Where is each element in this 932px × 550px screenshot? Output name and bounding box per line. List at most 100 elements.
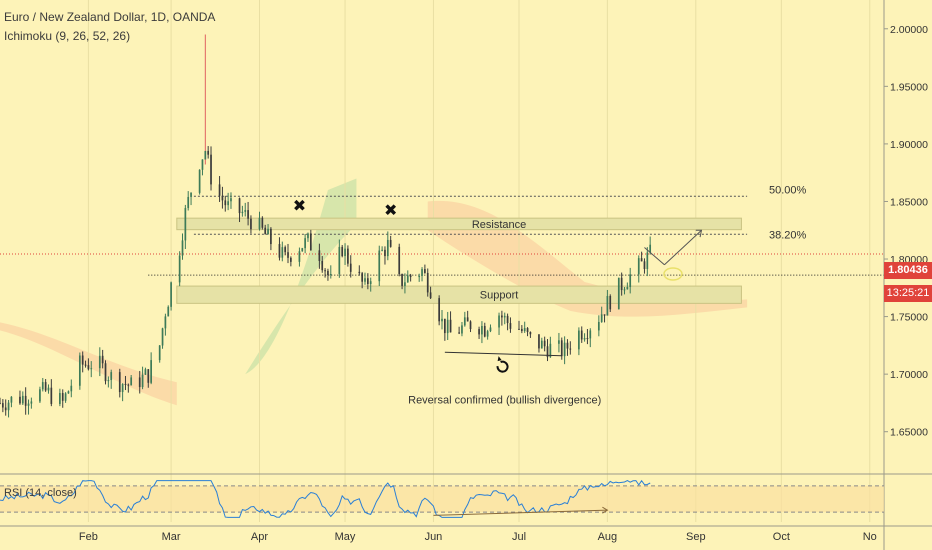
candle-body <box>258 217 261 230</box>
candle-body <box>589 330 592 339</box>
candle-body <box>204 150 207 160</box>
time-tick-label: No <box>863 531 877 543</box>
candle-body <box>378 250 381 282</box>
candle-body <box>19 396 21 404</box>
price-tick-label: 1.70000 <box>890 369 928 381</box>
price-tick-label: 1.65000 <box>890 427 928 439</box>
candle-body <box>70 385 73 392</box>
candle-body <box>381 249 383 251</box>
x-mark-1: ✖ <box>293 198 306 215</box>
candle-body <box>141 374 144 388</box>
candle-body <box>41 382 44 390</box>
candle-body <box>187 196 190 209</box>
candle-body <box>4 407 7 411</box>
candle-body <box>344 248 346 257</box>
candle-body <box>121 384 124 393</box>
resistance-zone <box>176 217 742 231</box>
candle-body <box>321 260 324 271</box>
reversal-label: Reversal confirmed (bullish divergence) <box>408 394 601 406</box>
candle-body <box>59 393 61 404</box>
candle-body <box>201 159 204 170</box>
candle-body <box>30 401 33 404</box>
candle-body <box>324 270 326 272</box>
candle-body <box>466 317 469 322</box>
time-tick-label: Aug <box>598 531 618 543</box>
candle-body <box>167 306 170 317</box>
candle-body <box>218 184 221 196</box>
candle-body <box>78 355 81 386</box>
candle-body <box>244 210 247 212</box>
fib-50-label: 50.00% <box>769 184 807 196</box>
candle-body <box>606 295 609 316</box>
candle-body <box>443 318 446 334</box>
candle-body <box>600 314 603 322</box>
candle-body <box>138 377 141 388</box>
candle-body <box>424 269 426 273</box>
candle-body <box>563 342 566 357</box>
candle-body <box>190 192 192 197</box>
candle-body <box>287 252 289 258</box>
candle-body <box>540 340 543 349</box>
candle-body <box>264 227 267 235</box>
countdown-badge: 13:25:21 <box>884 285 932 302</box>
candle-body <box>47 387 50 391</box>
candle-body <box>617 277 620 310</box>
candle-body <box>486 331 489 337</box>
candle-body <box>518 328 520 330</box>
candle-body <box>281 247 284 258</box>
candle-body <box>503 315 506 318</box>
candle-body <box>369 281 372 285</box>
candle-body <box>409 275 412 278</box>
candle-body <box>304 238 306 249</box>
indicator-label: Ichimoku (9, 26, 52, 26) <box>4 29 131 43</box>
candle-body <box>207 150 210 155</box>
candle-body <box>438 298 441 322</box>
price-tick-label: 1.75000 <box>890 312 928 324</box>
candle-body <box>367 278 369 285</box>
candle-body <box>623 289 626 291</box>
reversal-icon <box>496 360 509 373</box>
candle-body <box>398 246 401 275</box>
candle-body <box>489 327 492 332</box>
candle-body <box>87 365 90 370</box>
price-tick-label: 1.90000 <box>890 139 928 151</box>
candle-body <box>50 387 53 404</box>
candle-body <box>181 240 184 256</box>
resistance-label: Resistance <box>472 219 526 231</box>
candle-body <box>643 261 646 269</box>
candle-body <box>0 402 1 404</box>
candle-body <box>526 328 529 333</box>
candle-body <box>569 348 572 350</box>
candle-body <box>421 269 423 276</box>
rsi-divergence-line <box>433 509 608 516</box>
candle-body <box>247 210 249 219</box>
rsi-divergence-arrow <box>602 506 609 514</box>
candle-body <box>198 169 201 193</box>
candle-body <box>649 244 652 253</box>
candle-body <box>538 334 540 349</box>
candle-body <box>347 248 349 264</box>
candle-body <box>221 195 224 201</box>
candle-body <box>210 154 212 185</box>
candle-body <box>118 372 121 393</box>
candle-body <box>478 329 480 335</box>
projection-arrow <box>664 229 702 266</box>
last-price-badge: 1.80436 <box>884 262 932 279</box>
candle-body <box>441 318 443 322</box>
candle-body <box>21 395 24 404</box>
candle-body <box>506 315 509 324</box>
candle-body <box>469 321 472 330</box>
candle-body <box>481 325 483 335</box>
candle-body <box>44 382 47 391</box>
candle-body <box>341 246 344 257</box>
candle-body <box>349 263 352 272</box>
candle-body <box>580 330 583 340</box>
candle-body <box>364 278 366 282</box>
candle-body <box>626 287 629 290</box>
candle-body <box>107 380 110 382</box>
price-tick-label: 1.85000 <box>890 196 928 208</box>
candle-body <box>178 255 181 283</box>
candle-body <box>597 321 600 331</box>
candle-body <box>646 252 649 269</box>
